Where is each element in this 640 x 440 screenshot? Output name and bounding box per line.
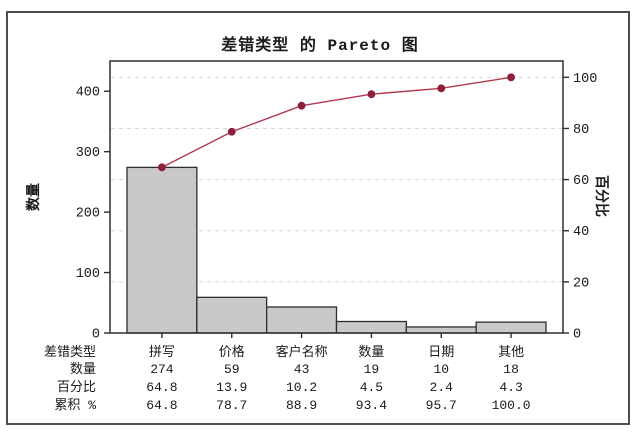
table-cell: 10 [433,362,450,377]
table-cell: 274 [150,362,174,377]
table-cell: 43 [293,362,310,377]
table-cell: 93.4 [355,398,388,413]
cumulative-marker [437,84,446,93]
cumulative-marker [297,101,306,110]
table-cell: 95.7 [425,398,457,413]
table-cell: 78.7 [216,398,248,413]
table-cell: 2.4 [429,380,453,395]
table-cell: 4.5 [359,380,384,395]
cumulative-line [161,76,512,168]
table-row-label: 累积 % [54,398,96,413]
left-tick-label: 300 [76,146,100,161]
table-row: 累积 % 64.8 78.7 88.9 93.4 95.7 100.0 [0,398,640,413]
left-tick-label: 200 [76,207,100,222]
table-cell: 18 [503,362,519,377]
table-cell: 88.9 [285,398,318,413]
table-cell: 价格 [218,345,245,360]
left-tick-label: 0 [92,328,100,343]
right-tick-label: 80 [573,123,589,138]
right-tick-label: 20 [573,276,589,291]
bar-数量 [335,320,407,334]
table-cell: 59 [223,362,240,377]
table-cell: 19 [363,362,380,377]
table-cell: 100.0 [491,398,531,413]
table-cell: 日期 [428,345,455,360]
bar-客户名称 [266,306,338,334]
table-cell: 客户名称 [275,345,328,360]
right-tick-label: 60 [573,174,589,189]
cumulative-marker [227,127,236,136]
table-cell: 拼写 [148,345,175,360]
table-row: 百分比 64.8 13.9 10.2 4.5 2.4 4.3 [0,380,640,395]
left-tick-label: 100 [76,267,100,282]
left-tick-label: 400 [76,86,100,101]
cumulative-marker [158,163,166,172]
table-cell: 10.2 [285,380,318,395]
table-cell: 64.8 [146,398,178,413]
bar-日期 [405,326,477,334]
bar-拼写 [126,166,198,334]
table-cell: 64.8 [146,380,178,395]
bar-其他 [475,321,547,334]
table-cell: 其他 [498,345,525,360]
table-row-label: 数量 [69,362,96,377]
table-row-label: 百分比 [56,380,96,395]
cumulative-marker [507,73,515,82]
table-row: 差错类型 拼写 价格 客户名称 数量 日期 其他 [0,345,640,360]
bar-价格 [196,296,268,334]
chart-title: 差错类型 的 Pareto 图 [221,37,419,55]
table-row-label: 差错类型 [43,345,96,360]
plot-frame [109,60,564,334]
table-cell: 13.9 [216,380,248,395]
right-tick-label: 100 [573,72,597,87]
table-cell: 4.3 [499,380,523,395]
cumulative-marker [367,90,376,99]
table-cell: 数量 [358,345,385,360]
right-tick-label: 0 [573,328,581,343]
table-row: 数量 274 59 43 19 10 18 [0,362,640,377]
right-tick-label: 40 [573,225,589,240]
